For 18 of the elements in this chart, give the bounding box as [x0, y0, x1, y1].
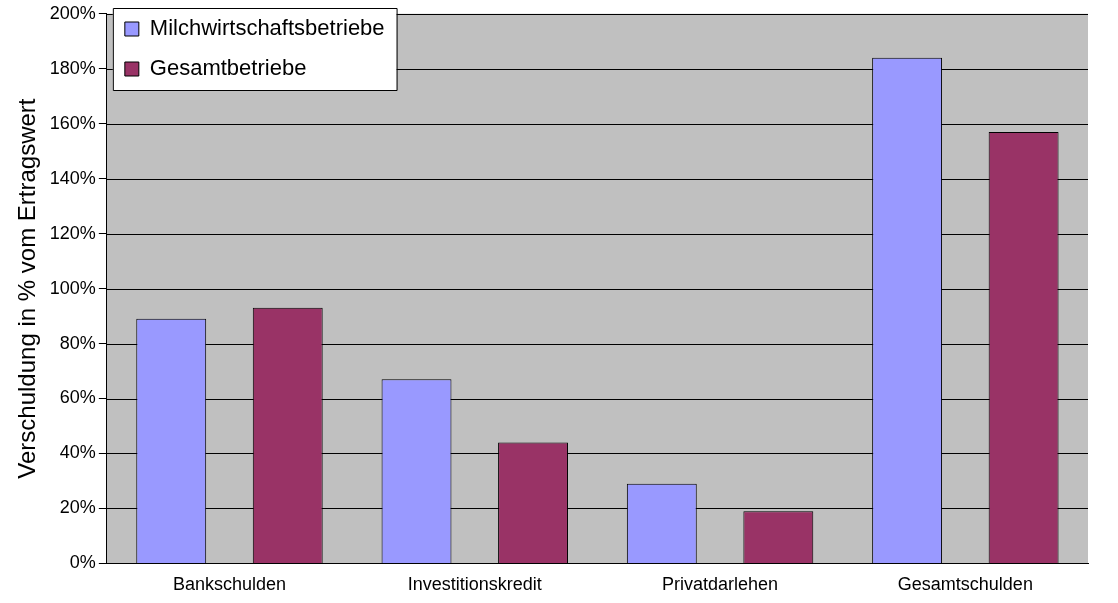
y-axis-title: Verschuldung in % vom Ertragswert	[13, 98, 41, 479]
legend-label: Milchwirtschaftsbetriebe	[149, 15, 385, 41]
y-tick-label: 100%	[49, 277, 96, 298]
y-tick-label: 80%	[59, 332, 96, 353]
x-tick-label: Bankschulden	[172, 574, 287, 595]
x-tick-label: Privatdarlehen	[662, 574, 779, 595]
y-tick-label: 0%	[69, 552, 96, 573]
y-tick-label: 40%	[59, 442, 96, 463]
y-tick-label: 180%	[49, 57, 96, 78]
y-tick-label: 160%	[49, 112, 96, 133]
y-tick-label: 120%	[49, 222, 96, 243]
x-tick-label: Gesamtschulden	[897, 574, 1033, 595]
y-tick-label: 20%	[59, 497, 96, 518]
y-tick-label: 60%	[59, 387, 96, 408]
y-tick-label: 140%	[49, 167, 96, 188]
x-tick-label: Investitionskredit	[407, 574, 542, 595]
legend-label: Gesamtbetriebe	[149, 55, 307, 81]
y-tick-label: 200%	[49, 2, 96, 23]
